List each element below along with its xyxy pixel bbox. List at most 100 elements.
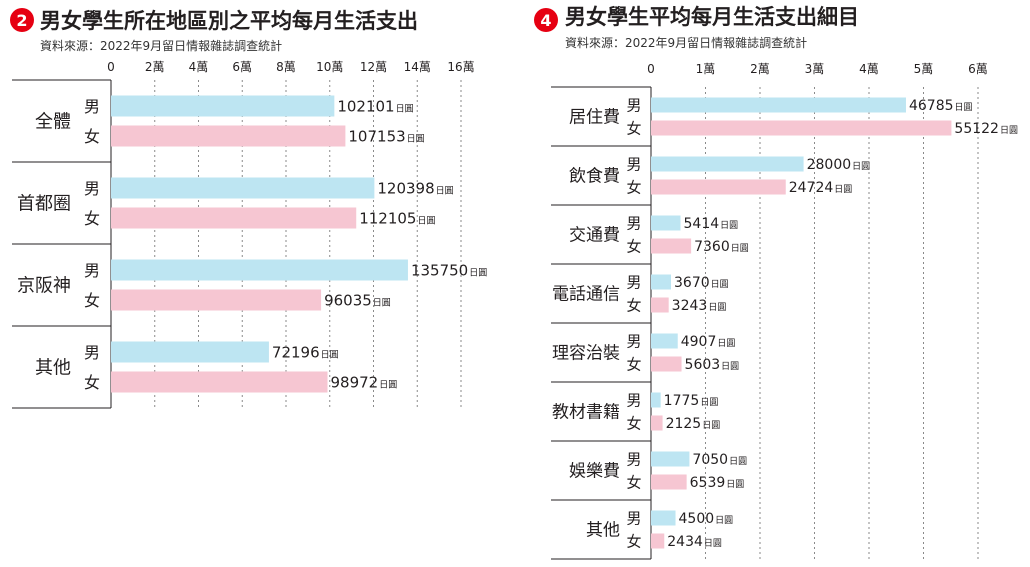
category-label: 娛樂費 [569, 462, 620, 482]
x-tick-label: 0 [647, 62, 655, 76]
data-label: 6539日圓 [690, 475, 745, 491]
data-label-unit: 日圓 [396, 103, 414, 114]
x-tick-label: 12萬 [360, 60, 387, 74]
data-label: 46785日圓 [909, 98, 973, 114]
data-label-unit: 日圓 [373, 297, 391, 308]
female-bar [111, 125, 346, 147]
category-label: 居住費 [569, 108, 620, 128]
category-label: 教材書籍 [552, 403, 620, 423]
left-chart-source: 資料來源：2022年9月留日情報雜誌調查統計 [40, 38, 282, 53]
data-label-unit: 日圓 [955, 102, 973, 113]
x-tick-label: 8萬 [276, 60, 296, 74]
data-label: 3243日圓 [672, 298, 727, 314]
data-label: 4907日圓 [681, 334, 736, 350]
left-chart-title: 男女學生所在地區別之平均每月生活支出 [40, 9, 418, 33]
left-chart-header: 2 男女學生所在地區別之平均每月生活支出 資料來源：2022年9月留日情報雜誌調… [10, 8, 418, 53]
data-label: 7360日圓 [694, 239, 749, 255]
male-bar [111, 259, 408, 281]
x-tick-label: 14萬 [404, 60, 431, 74]
data-label: 5603日圓 [685, 357, 740, 373]
female-series-label: 女 [84, 291, 100, 310]
female-series-label: 女 [626, 355, 641, 373]
male-bar [651, 97, 906, 113]
data-label-unit: 日圓 [1000, 125, 1018, 136]
male-bar [651, 333, 678, 349]
data-label-unit: 日圓 [700, 397, 718, 408]
female-bar [111, 371, 328, 393]
female-series-label: 女 [626, 532, 641, 550]
data-label: 107153日圓 [348, 127, 424, 145]
female-bar [651, 415, 663, 431]
x-tick-label: 1萬 [696, 62, 716, 76]
data-label: 102101日圓 [337, 97, 413, 115]
category-label: 電話通信 [552, 285, 620, 305]
data-label: 55122日圓 [954, 121, 1018, 137]
female-bar [651, 474, 687, 490]
male-bar [651, 215, 681, 231]
male-series-label: 男 [626, 155, 641, 173]
data-label-unit: 日圓 [379, 379, 397, 390]
data-label-unit: 日圓 [852, 161, 870, 172]
female-series-label: 女 [84, 373, 100, 392]
data-label-unit: 日圓 [717, 338, 735, 349]
male-bar [111, 95, 335, 117]
female-series-label: 女 [626, 414, 641, 432]
category-label: 其他 [35, 357, 71, 378]
data-label-unit: 日圓 [715, 515, 733, 526]
female-bar [651, 297, 669, 313]
male-series-label: 男 [84, 261, 100, 280]
x-tick-label: 0 [107, 60, 115, 74]
male-bar [651, 510, 676, 526]
category-label: 全體 [35, 111, 71, 132]
data-label: 2434日圓 [667, 534, 722, 550]
male-series-label: 男 [626, 332, 641, 350]
x-tick-label: 5萬 [914, 62, 934, 76]
right-chart-badge-circle [534, 8, 558, 32]
data-label-unit: 日圓 [731, 243, 749, 254]
data-label: 4500日圓 [679, 511, 734, 527]
data-label-unit: 日圓 [729, 456, 747, 467]
male-series-label: 男 [84, 343, 100, 362]
x-tick-label: 6萬 [232, 60, 252, 74]
left-chart-badge-circle [10, 8, 34, 32]
category-label: 京阪神 [17, 275, 71, 296]
female-series-label: 女 [626, 237, 641, 255]
data-label-unit: 日圓 [720, 220, 738, 231]
male-series-label: 男 [626, 96, 641, 114]
female-series-label: 女 [626, 119, 641, 137]
male-series-label: 男 [626, 509, 641, 527]
data-label-unit: 日圓 [321, 349, 339, 360]
male-bar [651, 451, 690, 467]
female-bar [651, 533, 665, 549]
female-series-label: 女 [84, 209, 100, 228]
x-tick-label: 4萬 [189, 60, 209, 74]
data-label: 96035日圓 [324, 291, 391, 309]
data-label: 1775日圓 [664, 393, 719, 409]
category-label: 其他 [586, 521, 620, 541]
data-label-unit: 日圓 [704, 538, 722, 549]
data-label: 3670日圓 [674, 275, 729, 291]
data-label-unit: 日圓 [417, 215, 435, 226]
data-label: 24724日圓 [789, 180, 853, 196]
female-series-label: 女 [626, 296, 641, 314]
data-label: 7050日圓 [692, 452, 747, 468]
male-bar [651, 156, 804, 172]
female-bar [651, 356, 682, 372]
data-label-unit: 日圓 [436, 185, 454, 196]
male-bar [111, 177, 375, 199]
x-tick-label: 6萬 [968, 62, 988, 76]
data-label: 98972日圓 [331, 373, 398, 391]
data-label-unit: 日圓 [711, 279, 729, 290]
data-label-unit: 日圓 [407, 133, 425, 144]
female-series-label: 女 [84, 127, 100, 146]
data-label-unit: 日圓 [834, 184, 852, 195]
category-label: 飲食費 [569, 167, 620, 187]
female-bar [651, 179, 786, 195]
data-label: 5414日圓 [684, 216, 739, 232]
female-bar [111, 207, 357, 229]
male-series-label: 男 [84, 179, 100, 198]
male-bar [651, 392, 661, 408]
data-label-unit: 日圓 [702, 420, 720, 431]
data-label-unit: 日圓 [721, 361, 739, 372]
